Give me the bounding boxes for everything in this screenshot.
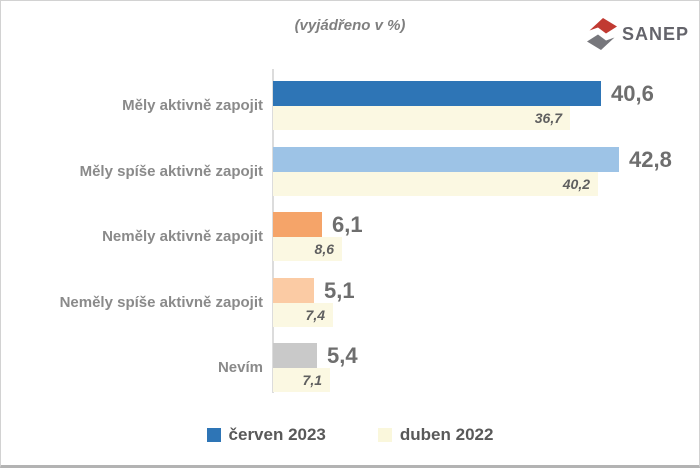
value-label-duben-2022: 40,2 — [562, 176, 590, 192]
category-label: Měly aktivně zapojit — [122, 97, 263, 114]
bar-duben-2022: 8,6 — [273, 237, 342, 261]
legend-swatch-duben-2022 — [377, 428, 392, 442]
category-label: Nevím — [217, 359, 263, 376]
sanep-logo: SANEP — [584, 15, 689, 53]
value-label-cerven-2023: 5,1 — [324, 277, 355, 303]
bar-duben-2022: 7,1 — [273, 368, 330, 392]
legend-item-duben-2022: duben 2022 — [377, 425, 494, 445]
bar-duben-2022: 7,4 — [273, 303, 333, 327]
bar-cerven-2023 — [273, 81, 601, 106]
category-label: Neměly spíše aktivně zapojit — [59, 294, 263, 311]
legend-swatch-cerven-2023 — [206, 428, 221, 442]
value-label-duben-2022: 7,4 — [305, 307, 325, 323]
value-label-duben-2022: 7,1 — [302, 372, 322, 388]
bar-cerven-2023 — [273, 147, 619, 172]
chart-title: (vyjádřeno v %) — [294, 17, 406, 34]
bar-cerven-2023 — [273, 343, 317, 368]
legend-label-duben-2022: duben 2022 — [399, 425, 494, 444]
value-label-cerven-2023: 5,4 — [327, 342, 358, 368]
bar-duben-2022: 36,7 — [273, 106, 570, 130]
legend: červen 2023 duben 2022 — [1, 425, 699, 445]
value-label-cerven-2023: 40,6 — [611, 80, 654, 106]
value-label-duben-2022: 36,7 — [534, 110, 562, 126]
value-label-duben-2022: 8,6 — [314, 241, 334, 257]
bar-duben-2022: 40,2 — [273, 172, 598, 196]
bar-cerven-2023 — [273, 212, 322, 237]
category-label: Neměly aktivně zapojit — [102, 228, 263, 245]
legend-label-cerven-2023: červen 2023 — [228, 425, 326, 444]
value-label-cerven-2023: 42,8 — [629, 146, 672, 172]
sanep-logo-text: SANEP — [621, 23, 689, 44]
sanep-logo-icon — [584, 15, 620, 53]
bar-cerven-2023 — [273, 278, 314, 303]
legend-item-cerven-2023: červen 2023 — [206, 425, 326, 445]
value-label-cerven-2023: 6,1 — [332, 211, 363, 237]
category-label: Měly spíše aktivně zapojit — [79, 163, 263, 180]
